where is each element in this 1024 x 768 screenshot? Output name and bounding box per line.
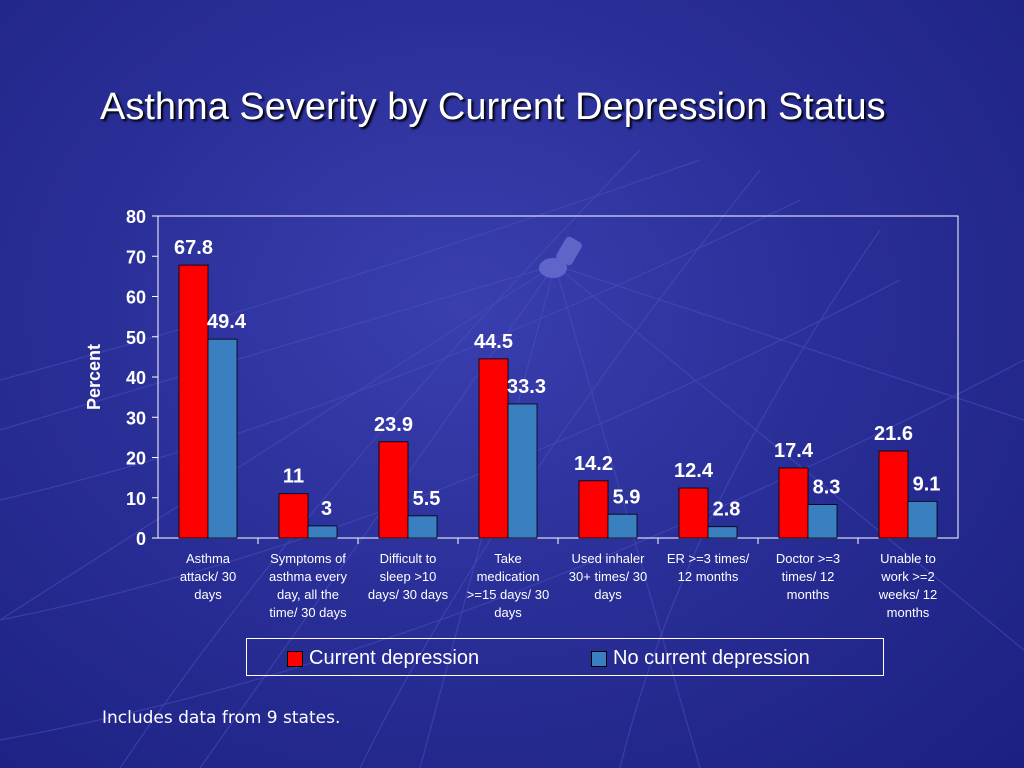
- legend-swatch-current: [287, 650, 303, 667]
- bar-current: [878, 450, 909, 539]
- bar-no-current: [507, 403, 538, 539]
- bar-current: [378, 441, 409, 539]
- data-label: 17.4: [774, 440, 814, 462]
- x-category-label: Asthma: [186, 551, 231, 566]
- x-category-label: Doctor >=3: [776, 551, 840, 566]
- data-label: 23.9: [374, 414, 413, 436]
- y-tick-label: 0: [136, 529, 146, 549]
- legend-label-current: Current depression: [309, 647, 480, 669]
- bar-current: [678, 487, 709, 539]
- data-label: 5.9: [613, 486, 641, 508]
- data-label: 2.8: [713, 499, 741, 521]
- x-category-label: attack/ 30: [180, 569, 236, 584]
- bar-no-current: [907, 500, 938, 539]
- x-category-label: Take: [494, 551, 521, 566]
- bar-no-current: [307, 525, 338, 539]
- data-label: 33.3: [507, 376, 546, 398]
- legend-label-no-current: No current depression: [613, 647, 810, 669]
- plot-area: 0 10 20 30 40 50 60 70 80 Percent 67.8 49.4 Asthma at…: [84, 207, 959, 620]
- x-category-label: months: [887, 605, 930, 620]
- legend-item-no-current-depression: No current depression: [591, 647, 810, 670]
- data-label: 49.4: [207, 311, 247, 333]
- slide-title: Asthma Severity by Current Depression St…: [100, 86, 886, 128]
- bar-no-current: [607, 513, 638, 539]
- bar-no-current: [707, 526, 738, 539]
- y-tick-label: 40: [126, 368, 146, 388]
- bar-current: [578, 480, 609, 539]
- y-axis-label: Percent: [84, 344, 104, 410]
- x-category-label: days: [594, 587, 622, 602]
- y-tick-label: 10: [126, 489, 146, 509]
- y-tick-label: 30: [126, 408, 146, 428]
- x-category-label: months: [787, 587, 830, 602]
- x-category-label: Unable to: [880, 551, 936, 566]
- bar-current: [478, 358, 509, 539]
- x-category-label: work >=2: [880, 569, 934, 584]
- x-category-label: days: [494, 605, 522, 620]
- x-category-label: ER >=3 times/: [667, 551, 750, 566]
- data-label: 44.5: [474, 331, 513, 353]
- x-category-label: day, all the: [277, 587, 339, 602]
- x-category-label: 30+ times/ 30: [569, 569, 647, 584]
- chart-legend: Current depression No current depression: [246, 638, 884, 676]
- bar-current: [778, 467, 809, 539]
- x-category-label: Difficult to: [380, 551, 437, 566]
- data-label: 67.8: [174, 237, 213, 259]
- data-label: 21.6: [874, 423, 913, 445]
- y-tick-label: 80: [126, 207, 146, 227]
- legend-item-current-depression: Current depression: [287, 647, 479, 670]
- data-label: 11: [283, 466, 304, 488]
- y-tick-label: 20: [126, 449, 146, 469]
- x-category-label: weeks/ 12: [878, 587, 938, 602]
- x-category-label: days/ 30 days: [368, 587, 449, 602]
- bar-no-current: [407, 515, 438, 539]
- bar-no-current: [807, 504, 838, 539]
- x-category-label: medication: [477, 569, 540, 584]
- data-label: 14.2: [574, 453, 613, 475]
- x-category-label: time/ 30 days: [269, 605, 347, 620]
- x-category-label: days: [194, 587, 222, 602]
- y-tick-label: 60: [126, 288, 146, 308]
- legend-swatch-no-current: [591, 650, 607, 667]
- footnote: Includes data from 9 states.: [102, 708, 341, 728]
- x-category-label: times/ 12: [782, 569, 835, 584]
- bar-current: [178, 264, 209, 539]
- data-label: 5.5: [413, 488, 441, 510]
- data-label: 12.4: [674, 460, 714, 482]
- bar-no-current: [207, 338, 238, 539]
- data-label: 9.1: [913, 473, 941, 495]
- x-category-label: Symptoms of: [270, 551, 346, 566]
- x-category-label: asthma every: [269, 569, 348, 584]
- bar-current: [278, 493, 309, 539]
- x-category-label: 12 months: [678, 569, 739, 584]
- y-tick-label: 70: [126, 247, 146, 267]
- data-label: 8.3: [813, 477, 841, 499]
- x-category-label: Used inhaler: [572, 551, 646, 566]
- y-tick-label: 50: [126, 328, 146, 348]
- x-category-label: sleep >10: [380, 569, 437, 584]
- data-label: 3: [321, 498, 332, 520]
- x-category-label: >=15 days/ 30: [467, 587, 549, 602]
